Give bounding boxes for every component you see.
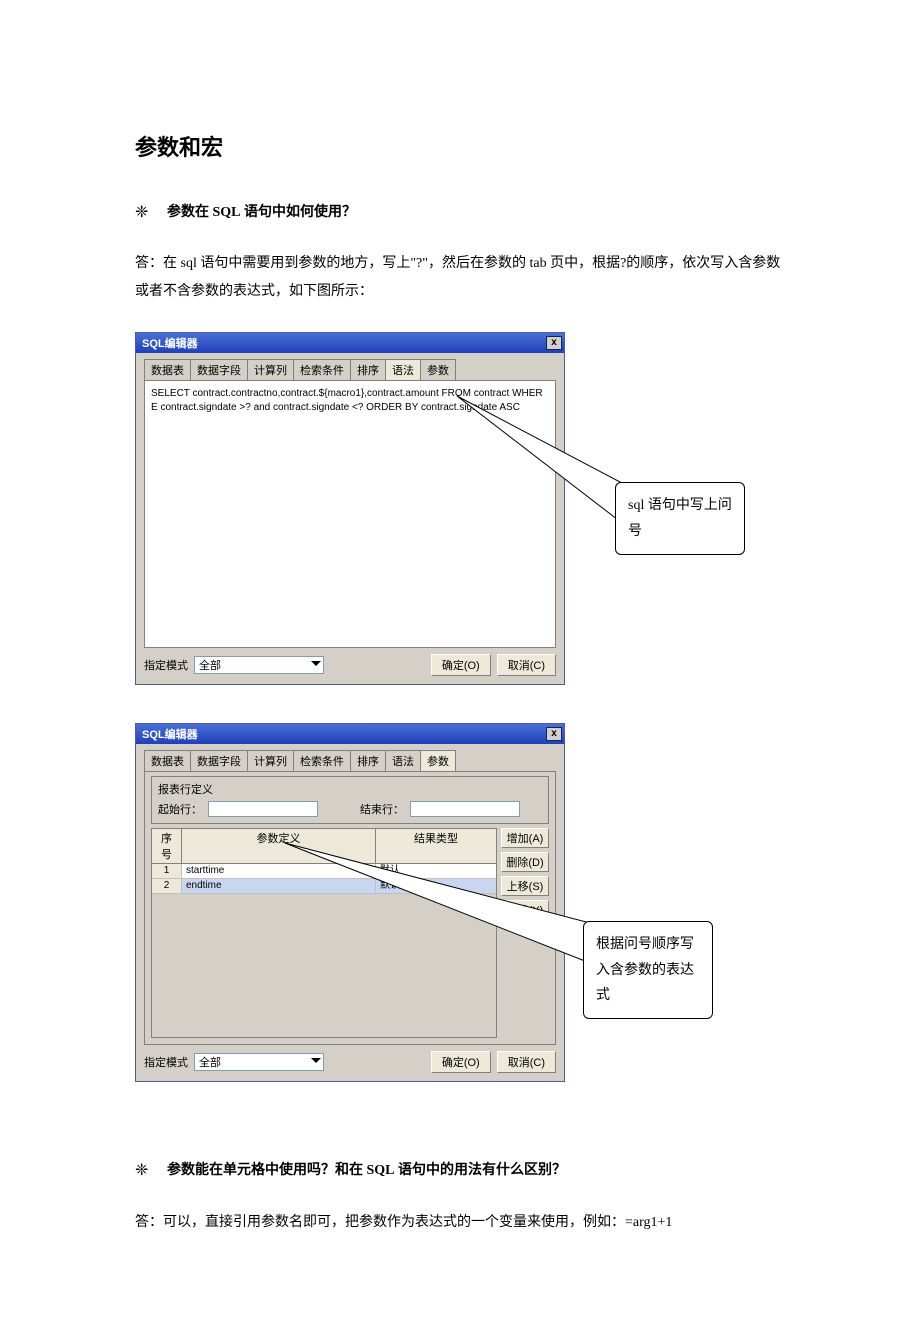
close-icon[interactable]: x [546,727,562,741]
sql-editor-dialog-1: SQL编辑器 x 数据表 数据字段 计算列 检索条件 排序 语法 参数 SELE… [135,332,565,685]
tab-datatable[interactable]: 数据表 [144,750,191,771]
tab-fields[interactable]: 数据字段 [190,750,248,771]
q2-sql: SQL [367,1163,395,1178]
mode-combo[interactable]: 全部 [194,1053,324,1071]
cell-def: endtime [182,879,376,893]
cell-def: starttime [182,864,376,878]
answer-1: 答：在 sql 语句中需要用到参数的地方，写上"?"，然后在参数的 tab 页中… [135,250,785,306]
dialog-title: SQL编辑器 [142,335,198,351]
question-2: ❈ 参数能在单元格中使用吗？和在 SQL 语句中的用法有什么区别？ [135,1160,785,1182]
cell-seq: 1 [152,864,182,878]
chevron-down-icon [311,661,321,666]
col-def: 参数定义 [182,829,376,863]
ok-button[interactable]: 确定(O) [431,1051,491,1073]
fieldset-title: 报表行定义 [158,781,542,797]
end-row-input[interactable] [410,801,520,817]
tab-datatable[interactable]: 数据表 [144,359,191,380]
start-row-input[interactable] [208,801,318,817]
chevron-down-icon [311,1058,321,1063]
cancel-button[interactable]: 取消(C) [497,1051,556,1073]
mode-label: 指定模式 [144,1054,188,1070]
q2-prefix: 参数能在单元格中使用吗？和在 [167,1163,367,1178]
callout-2: 根据问号顺序写入含参数的表达式 [583,921,713,1019]
dialog-titlebar: SQL编辑器 x [136,333,564,353]
screenshot-1: SQL编辑器 x 数据表 数据字段 计算列 检索条件 排序 语法 参数 SELE… [135,332,785,685]
question-1: ❈ 参数在 SQL 语句中如何使用？ [135,202,785,224]
mode-label: 指定模式 [144,657,188,673]
page-title: 参数和宏 [135,130,785,162]
callout-1: sql 语句中写上问号 [615,482,745,554]
tab-bar: 数据表 数据字段 计算列 检索条件 排序 语法 参数 [144,359,556,380]
tab-syntax[interactable]: 语法 [385,750,421,771]
col-seq: 序号 [152,829,182,863]
q1-suffix: 语句中如何使用？ [241,205,357,220]
sql-textarea[interactable]: SELECT contract.contractno,contract.${ma… [145,381,555,647]
ok-button[interactable]: 确定(O) [431,654,491,676]
params-table: 序号 参数定义 结果类型 1 starttime 默认 2 [151,828,497,1038]
move-up-button[interactable]: 上移(S) [501,876,549,896]
cancel-button[interactable]: 取消(C) [497,654,556,676]
tab-criteria[interactable]: 检索条件 [293,750,351,771]
tab-sort[interactable]: 排序 [350,359,386,380]
cell-type: 默认 [376,879,496,893]
tab-params[interactable]: 参数 [420,750,456,771]
bullet-icon: ❈ [135,202,167,224]
bullet-icon: ❈ [135,1160,167,1182]
dialog-titlebar: SQL编辑器 x [136,724,564,744]
screenshot-2: SQL编辑器 x 数据表 数据字段 计算列 检索条件 排序 语法 参数 报表行定… [135,723,785,1082]
table-row[interactable]: 1 starttime 默认 [152,864,496,879]
mode-value: 全部 [199,657,221,673]
tab-computed[interactable]: 计算列 [247,359,294,380]
close-icon[interactable]: x [546,336,562,350]
tab-computed[interactable]: 计算列 [247,750,294,771]
tab-sort[interactable]: 排序 [350,750,386,771]
row-definition-fieldset: 报表行定义 起始行： 结束行： [151,776,549,824]
q1-prefix: 参数在 [167,205,213,220]
tab-criteria[interactable]: 检索条件 [293,359,351,380]
dialog-title: SQL编辑器 [142,726,198,742]
start-row-label: 起始行： [158,801,202,817]
sql-editor-dialog-2: SQL编辑器 x 数据表 数据字段 计算列 检索条件 排序 语法 参数 报表行定… [135,723,565,1082]
answer-2: 答：可以，直接引用参数名即可，把参数作为表达式的一个变量来使用，例如：=arg1… [135,1209,785,1237]
col-type: 结果类型 [376,829,496,863]
q2-suffix: 语句中的用法有什么区别？ [395,1163,567,1178]
tab-fields[interactable]: 数据字段 [190,359,248,380]
cell-type: 默认 [376,864,496,878]
cell-seq: 2 [152,879,182,893]
mode-combo[interactable]: 全部 [194,656,324,674]
q1-sql: SQL [213,205,241,220]
tab-syntax[interactable]: 语法 [385,359,421,380]
add-button[interactable]: 增加(A) [501,828,549,848]
table-row[interactable]: 2 endtime 默认 [152,879,496,894]
mode-value: 全部 [199,1054,221,1070]
move-down-button[interactable]: 下移(X) [501,900,549,920]
end-row-label: 结束行： [360,801,404,817]
tab-params[interactable]: 参数 [420,359,456,380]
tab-bar: 数据表 数据字段 计算列 检索条件 排序 语法 参数 [144,750,556,771]
delete-button[interactable]: 删除(D) [501,852,549,872]
